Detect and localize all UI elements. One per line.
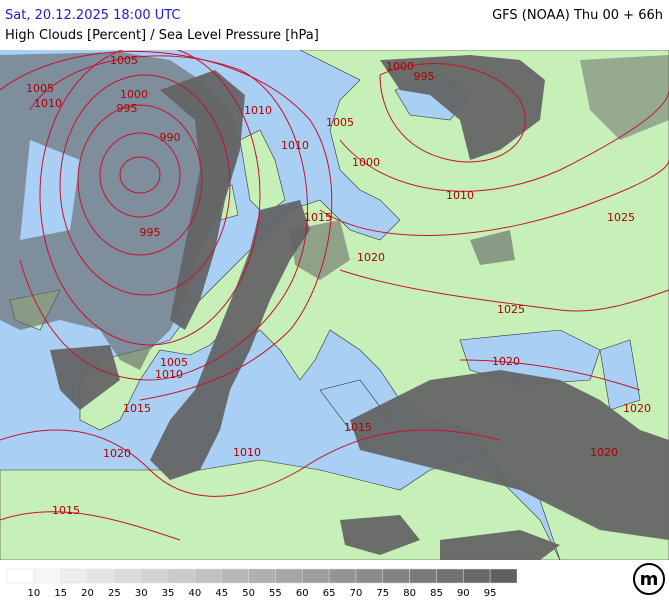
legend-swatch [87, 568, 115, 584]
isobar-label: 1020 [103, 447, 131, 460]
isobar-label: 995 [414, 70, 435, 83]
isobar-label: 1020 [623, 402, 651, 415]
legend-swatch [140, 568, 169, 584]
isobar-label: 1025 [607, 211, 635, 224]
isobar-label: 1005 [110, 54, 138, 67]
legend-label: 30 [135, 588, 148, 599]
isobar-label: 1010 [155, 368, 183, 381]
legend-label: 10 [27, 588, 40, 599]
legend-label: 35 [162, 588, 175, 599]
isobar-label: 1015 [123, 402, 151, 415]
legend-swatch [114, 568, 142, 584]
isobar-label: 1000 [352, 156, 380, 169]
model: GFS (NOAA) Thu 00 + 66h [492, 8, 663, 23]
isobar-label: 995 [117, 102, 138, 115]
legend-label: 40 [189, 588, 202, 599]
isobar-label: 1015 [344, 421, 372, 434]
map: 1005100510101000995990995101010101005100… [0, 50, 669, 560]
legend-swatch [302, 568, 330, 584]
legend-label: 55 [269, 588, 282, 599]
isobar-label: 1010 [281, 139, 309, 152]
isobar-label: 1000 [386, 60, 414, 73]
isobar-label: 1005 [160, 356, 188, 369]
legend-swatch [194, 568, 222, 584]
legend-label: 80 [403, 588, 416, 599]
legend-swatch [167, 568, 196, 584]
legend-swatch [248, 568, 276, 584]
legend-swatch [355, 568, 384, 584]
isobar-label: 1020 [590, 446, 618, 459]
legend-label: 20 [81, 588, 94, 599]
isobar-label: 1020 [357, 251, 385, 264]
isobar-label: 1025 [497, 303, 525, 316]
legend-label: 95 [484, 588, 497, 599]
isobar-label: 1015 [304, 211, 332, 224]
legend-swatch [463, 568, 491, 584]
legend-swatch [436, 568, 464, 584]
datetime: Sat, 20.12.2025 18:00 UTC [5, 8, 181, 23]
isobar-label: 1010 [233, 446, 261, 459]
legend-label: 85 [430, 588, 443, 599]
isobar-label: 1020 [492, 355, 520, 368]
legend-label: 60 [296, 588, 309, 599]
isobar-label: 990 [160, 131, 181, 144]
legend-label: 65 [323, 588, 336, 599]
isobar-label: 1010 [34, 97, 62, 110]
isobar-label: 1000 [120, 88, 148, 101]
legend-label: 90 [457, 588, 470, 599]
legend-swatch [489, 568, 518, 584]
isobar-label: 1010 [446, 189, 474, 202]
legend-swatch [33, 568, 61, 584]
isobar-label: 995 [140, 226, 161, 239]
legend-label: 50 [242, 588, 255, 599]
isobars [0, 50, 669, 541]
isobar-label: 1010 [244, 104, 272, 117]
legend-swatch [221, 568, 249, 584]
logo-text: m [640, 569, 659, 590]
legend-label: 45 [215, 588, 228, 599]
logo [633, 563, 665, 595]
legend-swatch [60, 568, 88, 584]
legend-swatch [275, 568, 303, 584]
legend-swatch [6, 568, 35, 584]
isobar-label: 1015 [52, 504, 80, 517]
legend-swatch [409, 568, 437, 584]
legend-label: 15 [54, 588, 67, 599]
legend-label: 75 [376, 588, 389, 599]
isobar-label: 1005 [26, 82, 54, 95]
subtitle: High Clouds [Percent] / Sea Level Pressu… [5, 28, 319, 43]
isobar-label: 1005 [326, 116, 354, 129]
legend-swatch [328, 568, 357, 584]
legend-label: 25 [108, 588, 121, 599]
legend-label: 70 [350, 588, 363, 599]
legend-swatch [382, 568, 410, 584]
clouds [0, 52, 669, 560]
